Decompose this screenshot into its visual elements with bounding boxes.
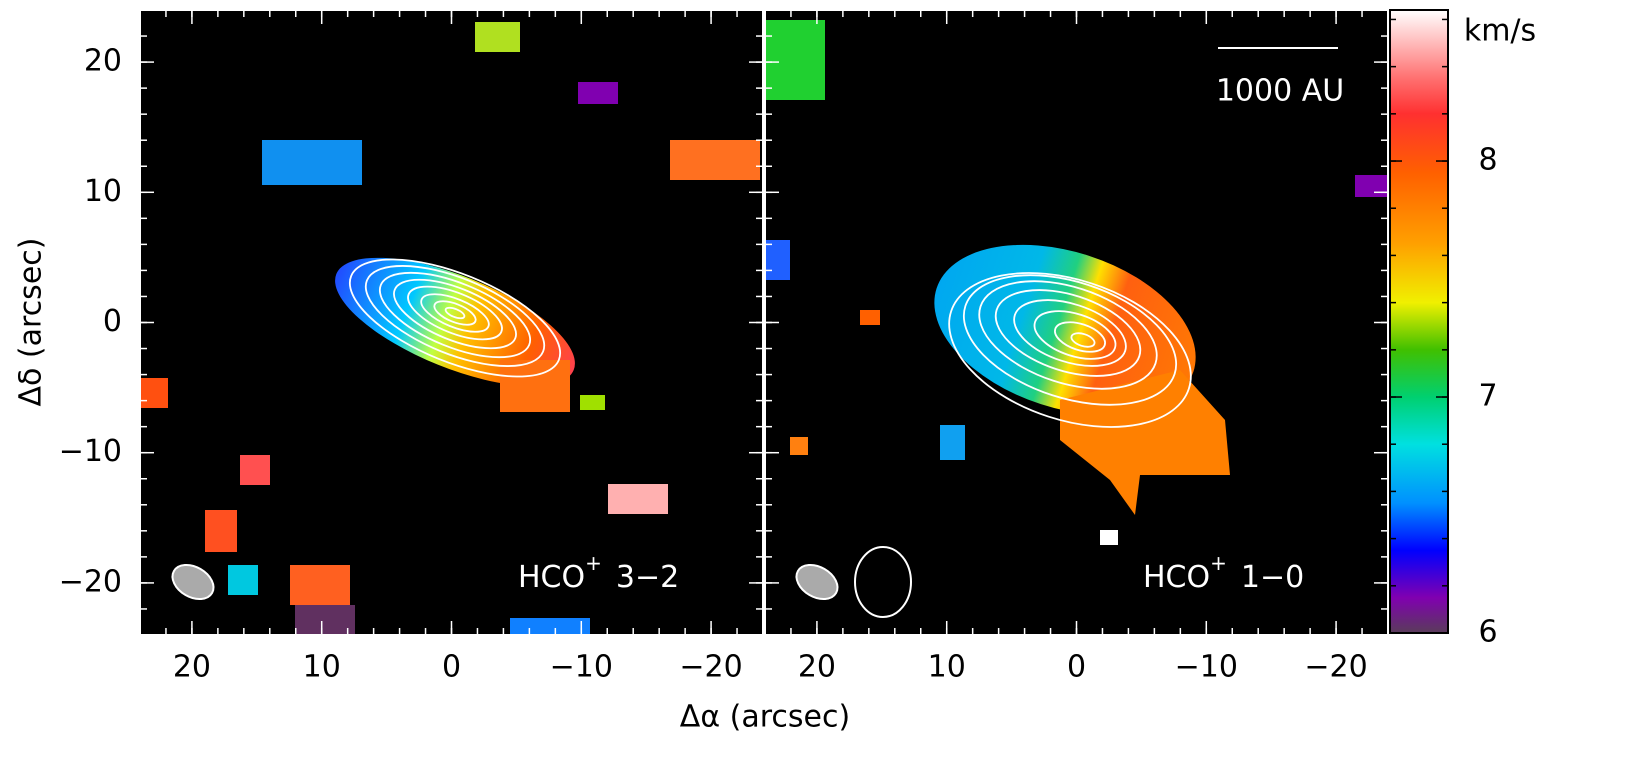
colorbar-tick-label: 8 xyxy=(1478,143,1497,178)
x-tick-label: −10 xyxy=(550,650,613,685)
label-main: HCO xyxy=(1143,560,1210,595)
colorbar-tick-label: 7 xyxy=(1478,379,1497,414)
contours-left xyxy=(348,258,562,378)
y-tick-label: 0 xyxy=(103,304,122,339)
x-tick-label: −10 xyxy=(1175,650,1238,685)
x-tick-label: 10 xyxy=(303,650,341,685)
x-tick-label: 10 xyxy=(928,650,966,685)
y-tick-label: −10 xyxy=(59,434,122,469)
y-axis-label: Δδ (arcsec) xyxy=(14,238,49,407)
y-tick-label: −20 xyxy=(59,564,122,599)
x-tick-label: −20 xyxy=(679,650,742,685)
beam xyxy=(854,546,912,618)
label-sup: + xyxy=(585,551,602,575)
x-axis-label: Δα (arcsec) xyxy=(680,700,850,735)
y-tick-label: 20 xyxy=(84,44,122,79)
x-tick-label: 0 xyxy=(1067,650,1086,685)
contours-right xyxy=(948,272,1192,428)
label-rest: 3−2 xyxy=(616,560,679,595)
panel-label: HCO+ 3−2 xyxy=(518,551,679,595)
panel-label: HCO+ 1−0 xyxy=(1143,551,1304,595)
colorbar-tick-label: 6 xyxy=(1478,615,1497,650)
x-tick-label: 0 xyxy=(442,650,461,685)
beam xyxy=(171,563,215,601)
label-sup: + xyxy=(1210,551,1227,575)
label-rest: 1−0 xyxy=(1241,560,1304,595)
x-tick-label: 20 xyxy=(173,650,211,685)
x-tick-label: 20 xyxy=(798,650,836,685)
beam xyxy=(795,563,839,601)
x-tick-label: −20 xyxy=(1304,650,1367,685)
colorbar-title: km/s xyxy=(1464,14,1536,49)
y-tick-label: 10 xyxy=(84,174,122,209)
label-main: HCO xyxy=(518,560,585,595)
colorbar xyxy=(1389,9,1449,634)
scale-bar-label: 1000 AU xyxy=(1216,74,1344,109)
